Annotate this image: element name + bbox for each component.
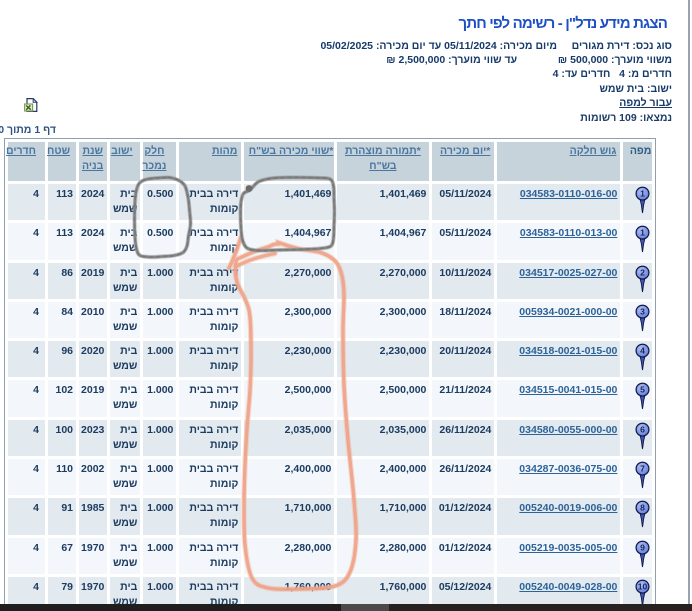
svg-text:6: 6 (641, 424, 646, 434)
svg-text:10: 10 (638, 582, 648, 592)
svg-text:9: 9 (641, 542, 646, 552)
svg-text:2: 2 (641, 267, 646, 277)
svg-text:3: 3 (641, 307, 646, 317)
svg-text:7: 7 (641, 464, 646, 474)
svg-text:8: 8 (641, 503, 646, 513)
svg-text:1: 1 (641, 228, 646, 238)
svg-text:1: 1 (641, 189, 646, 199)
svg-text:5: 5 (641, 385, 646, 395)
svg-text:4: 4 (641, 346, 646, 356)
